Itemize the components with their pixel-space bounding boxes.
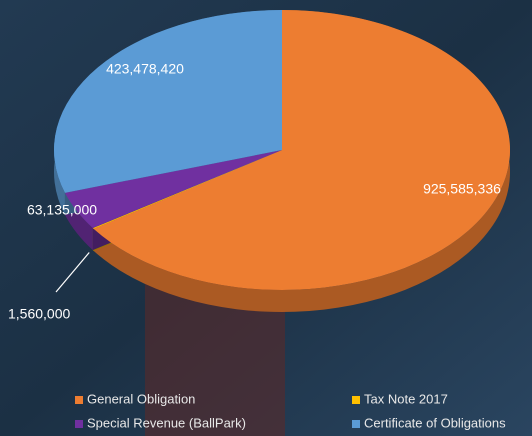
slice xyxy=(64,150,283,229)
legend-label: Certificate of Obligations xyxy=(364,415,506,430)
legend-swatch xyxy=(75,396,83,404)
data-label: 1,560,000 xyxy=(8,306,70,322)
slice xyxy=(53,10,283,193)
leader-line xyxy=(55,252,90,293)
legend-swatch xyxy=(352,396,360,404)
legend: General Obligation Tax Note 2017 Special R… xyxy=(75,391,506,430)
slice xyxy=(93,10,511,290)
slice xyxy=(92,150,283,229)
pie-tops xyxy=(53,10,511,290)
legend-label: Special Revenue (BallPark) xyxy=(87,415,246,430)
data-label: 423,478,420 xyxy=(106,61,184,77)
data-label: 63,135,000 xyxy=(27,202,97,218)
legend-label: Tax Note 2017 xyxy=(364,391,448,406)
legend-swatch xyxy=(352,420,360,428)
legend-swatch xyxy=(75,420,83,428)
data-labels: 925,585,336 1,560,000 63,135,000 423,478,42… xyxy=(8,61,501,322)
legend-label: General Obligation xyxy=(87,391,195,406)
data-label: 925,585,336 xyxy=(423,181,501,197)
